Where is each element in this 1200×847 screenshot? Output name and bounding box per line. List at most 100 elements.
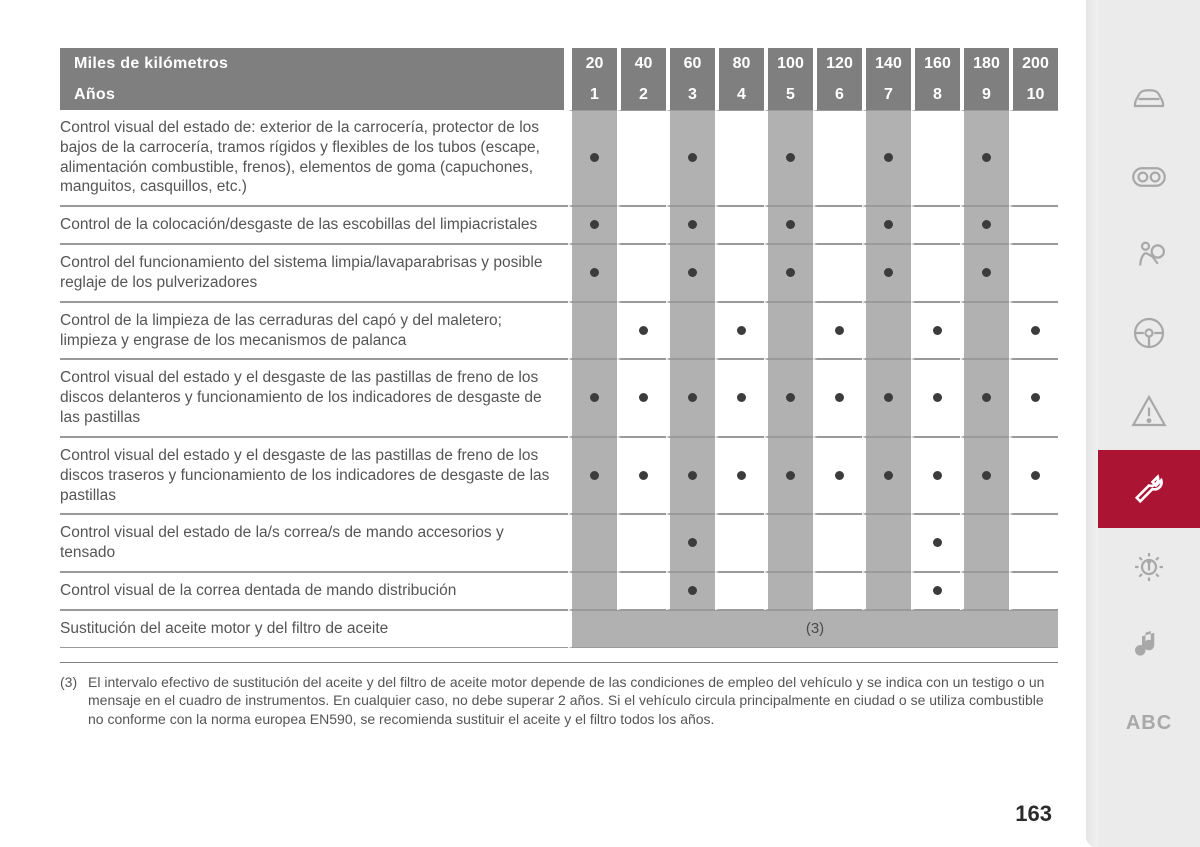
schedule-cell (568, 572, 617, 610)
table-row: Control del funcionamiento del sistema l… (60, 244, 1058, 302)
schedule-cell (568, 244, 617, 302)
header-value: 9 (960, 80, 1009, 110)
schedule-cell (617, 244, 666, 302)
schedule-cell (813, 359, 862, 436)
schedule-cell (715, 437, 764, 514)
dot-marker (737, 393, 746, 402)
header-value: 100 (764, 48, 813, 80)
tab-maintenance-wrench-icon[interactable] (1098, 450, 1200, 528)
schedule-cell (1009, 359, 1058, 436)
schedule-cell (862, 514, 911, 572)
row-label: Control del funcionamiento del sistema l… (60, 244, 568, 302)
schedule-cell (911, 206, 960, 244)
dot-marker (982, 393, 991, 402)
dot-marker (933, 586, 942, 595)
header-value: 1 (568, 80, 617, 110)
schedule-cell (715, 514, 764, 572)
manual-page: Miles de kilómetros204060801001201401601… (0, 0, 1098, 847)
schedule-cell (911, 514, 960, 572)
footnote-text: El intervalo efectivo de sustitución del… (88, 673, 1058, 728)
table-row: Control visual de la correa dentada de m… (60, 572, 1058, 610)
schedule-cell (813, 244, 862, 302)
schedule-cell (813, 572, 862, 610)
schedule-cell (715, 110, 764, 206)
tab-dashboard-icon[interactable] (1098, 138, 1200, 216)
schedule-cell (666, 437, 715, 514)
dot-marker (688, 586, 697, 595)
schedule-cell (666, 244, 715, 302)
dot-marker (688, 471, 697, 480)
row-label: Control visual del estado de: exterior d… (60, 110, 568, 206)
dot-marker (688, 393, 697, 402)
row-label: Control visual del estado y el desgaste … (60, 437, 568, 514)
table-body: Control visual del estado de: exterior d… (60, 110, 1058, 648)
footnote-number: (3) (60, 673, 88, 728)
schedule-cell (960, 302, 1009, 360)
table-row: Sustitución del aceite motor y del filtr… (60, 610, 1058, 648)
dot-marker (786, 153, 795, 162)
dot-marker (639, 326, 648, 335)
schedule-cell (568, 206, 617, 244)
schedule-cell (617, 359, 666, 436)
header-value: 160 (911, 48, 960, 80)
dot-marker (786, 393, 795, 402)
schedule-cell (1009, 244, 1058, 302)
row-label: Control visual del estado y el desgaste … (60, 359, 568, 436)
dot-marker (933, 393, 942, 402)
header-value: 40 (617, 48, 666, 80)
dot-marker (1031, 471, 1040, 480)
tab-index-abc[interactable]: ABC (1098, 684, 1200, 762)
schedule-cell (960, 437, 1009, 514)
schedule-cell (715, 359, 764, 436)
dot-marker (982, 220, 991, 229)
schedule-cell (568, 514, 617, 572)
schedule-cell (1009, 206, 1058, 244)
schedule-cell (862, 302, 911, 360)
schedule-cell (1009, 437, 1058, 514)
dot-marker (884, 220, 893, 229)
dot-marker (933, 538, 942, 547)
dot-marker (982, 153, 991, 162)
schedule-cell (764, 359, 813, 436)
table-row: Control de la limpieza de las cerraduras… (60, 302, 1058, 360)
schedule-cell (960, 359, 1009, 436)
dot-marker (590, 220, 599, 229)
tab-steering-wheel-icon[interactable] (1098, 294, 1200, 372)
schedule-cell (862, 437, 911, 514)
footnote: (3) El intervalo efectivo de sustitución… (60, 662, 1058, 728)
dot-marker (884, 471, 893, 480)
tab-airbag-icon[interactable] (1098, 216, 1200, 294)
dot-marker (590, 471, 599, 480)
schedule-cell (617, 302, 666, 360)
header-value: 8 (911, 80, 960, 110)
schedule-cell (666, 302, 715, 360)
schedule-cell (764, 244, 813, 302)
row-label: Control visual de la correa dentada de m… (60, 572, 568, 610)
schedule-cell (666, 206, 715, 244)
header-value: 5 (764, 80, 813, 110)
schedule-cell (715, 302, 764, 360)
schedule-cell (715, 206, 764, 244)
schedule-cell (813, 206, 862, 244)
tab-warning-icon[interactable] (1098, 372, 1200, 450)
schedule-cell (1009, 110, 1058, 206)
dot-marker (884, 268, 893, 277)
tab-settings-gear-icon[interactable] (1098, 528, 1200, 606)
tab-audio-note-icon[interactable] (1098, 606, 1200, 684)
dot-marker (590, 153, 599, 162)
table-header: Miles de kilómetros204060801001201401601… (60, 48, 1058, 110)
dot-marker (835, 471, 844, 480)
schedule-cell (813, 514, 862, 572)
schedule-cell (862, 244, 911, 302)
schedule-cell (960, 110, 1009, 206)
header-value: 180 (960, 48, 1009, 80)
dot-marker (786, 220, 795, 229)
table-row: Control visual del estado y el desgaste … (60, 359, 1058, 436)
schedule-cell (764, 514, 813, 572)
schedule-cell (666, 110, 715, 206)
dot-marker (982, 471, 991, 480)
tab-vehicle-icon[interactable] (1098, 60, 1200, 138)
schedule-cell (813, 110, 862, 206)
dot-marker (835, 326, 844, 335)
header-value: 60 (666, 48, 715, 80)
